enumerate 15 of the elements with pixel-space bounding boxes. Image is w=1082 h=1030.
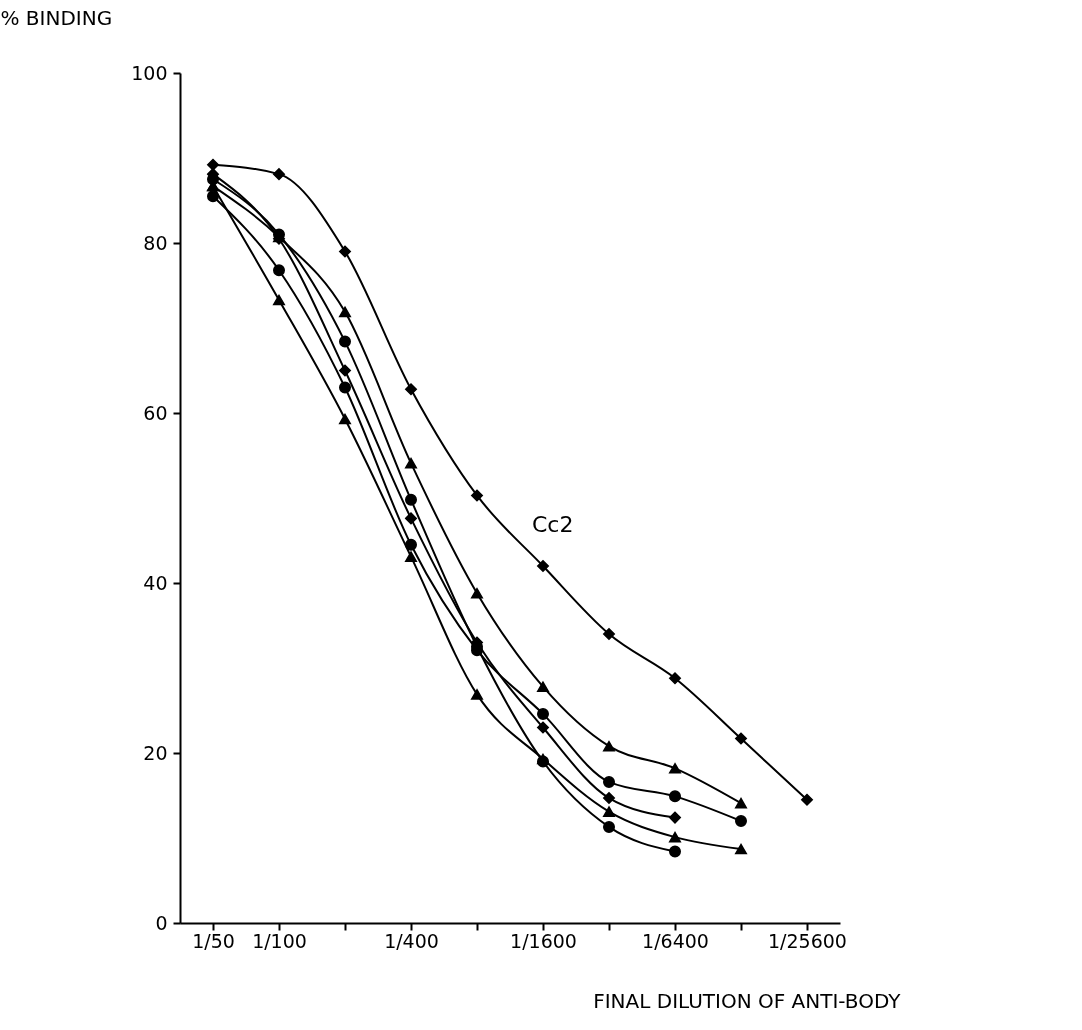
y-tick-label: 100	[131, 61, 168, 84]
y-tick-label: 0	[155, 911, 168, 934]
y-tick-label: 80	[143, 231, 168, 254]
x-tick-label: 1/6400	[642, 929, 709, 952]
y-tick-label: 60	[143, 401, 168, 424]
x-tick-label: 1/100	[252, 929, 307, 952]
x-tick-label: 1/25600	[768, 929, 847, 952]
x-tick-label: 1/1600	[510, 929, 577, 952]
series-label: Cc2	[532, 512, 574, 538]
y-axis-title: % BINDING	[0, 5, 113, 30]
y-tick-label: 40	[143, 571, 168, 594]
x-axis-title: FINAL DILUTION OF ANTI-BODY	[593, 988, 902, 1013]
y-tick-label: 20	[143, 741, 168, 764]
x-tick-label: 1/50	[192, 929, 235, 952]
x-tick-label: 1/400	[384, 929, 439, 952]
